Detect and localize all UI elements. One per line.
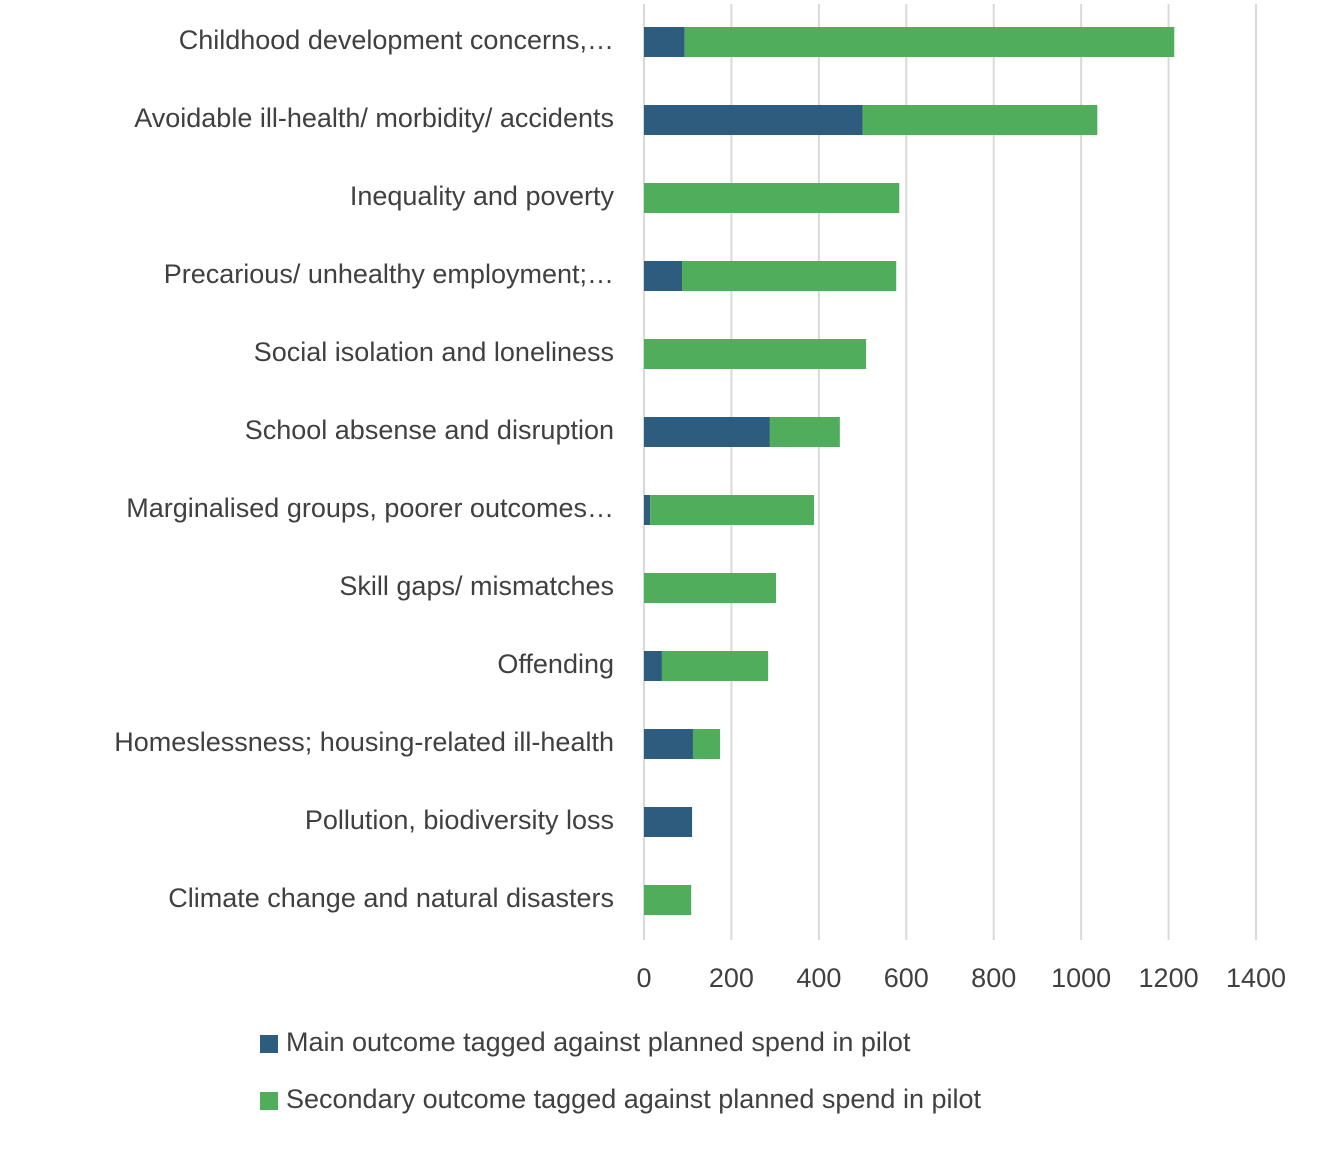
y-tick-label: Homeslessness; housing-related ill-healt… xyxy=(114,727,614,757)
legend-swatch xyxy=(260,1035,278,1053)
y-tick-label: Climate change and natural disasters xyxy=(168,883,614,913)
x-tick-label: 200 xyxy=(709,963,754,993)
bar-segment xyxy=(682,261,897,291)
x-tick-label: 600 xyxy=(884,963,929,993)
x-tick-label: 1400 xyxy=(1226,963,1286,993)
y-tick-label: Avoidable ill-health/ morbidity/ acciden… xyxy=(134,103,614,133)
bar-segment xyxy=(661,651,769,681)
bar-segment xyxy=(644,339,867,369)
bar-segment xyxy=(644,495,651,525)
bar-segment xyxy=(692,729,721,759)
legend-swatch xyxy=(260,1092,278,1110)
y-tick-label: Marginalised groups, poorer outcomes… xyxy=(126,493,614,523)
bar-segment xyxy=(644,729,693,759)
legend-label: Main outcome tagged against planned spen… xyxy=(286,1027,911,1057)
y-tick-label: School absense and disruption xyxy=(245,415,614,445)
bar-segment xyxy=(644,807,693,837)
bar-segment xyxy=(644,573,777,603)
y-tick-label: Childhood development concerns,… xyxy=(179,25,614,55)
bar-segment xyxy=(684,27,1175,57)
bar-segment xyxy=(644,261,683,291)
legend-label: Secondary outcome tagged against planned… xyxy=(286,1084,981,1114)
x-tick-label: 400 xyxy=(796,963,841,993)
x-tick-label: 800 xyxy=(971,963,1016,993)
y-tick-label: Inequality and poverty xyxy=(350,181,615,211)
bar-segment xyxy=(644,183,900,213)
bar-segment xyxy=(769,417,840,447)
x-tick-label: 0 xyxy=(636,963,651,993)
y-tick-label: Offending xyxy=(497,649,614,679)
bar-segment xyxy=(862,105,1098,135)
y-tick-label: Skill gaps/ mismatches xyxy=(339,571,614,601)
bar-segment xyxy=(644,27,685,57)
bar-segment xyxy=(644,105,863,135)
bar-segment xyxy=(650,495,815,525)
bar-segment xyxy=(644,417,770,447)
x-tick-label: 1000 xyxy=(1051,963,1111,993)
y-tick-label: Pollution, biodiversity loss xyxy=(305,805,614,835)
x-tick-label: 1200 xyxy=(1139,963,1199,993)
y-tick-label: Social isolation and loneliness xyxy=(254,337,614,367)
bar-segment xyxy=(644,651,662,681)
bar-segment xyxy=(644,885,692,915)
y-tick-label: Precarious/ unhealthy employment;… xyxy=(164,259,614,289)
